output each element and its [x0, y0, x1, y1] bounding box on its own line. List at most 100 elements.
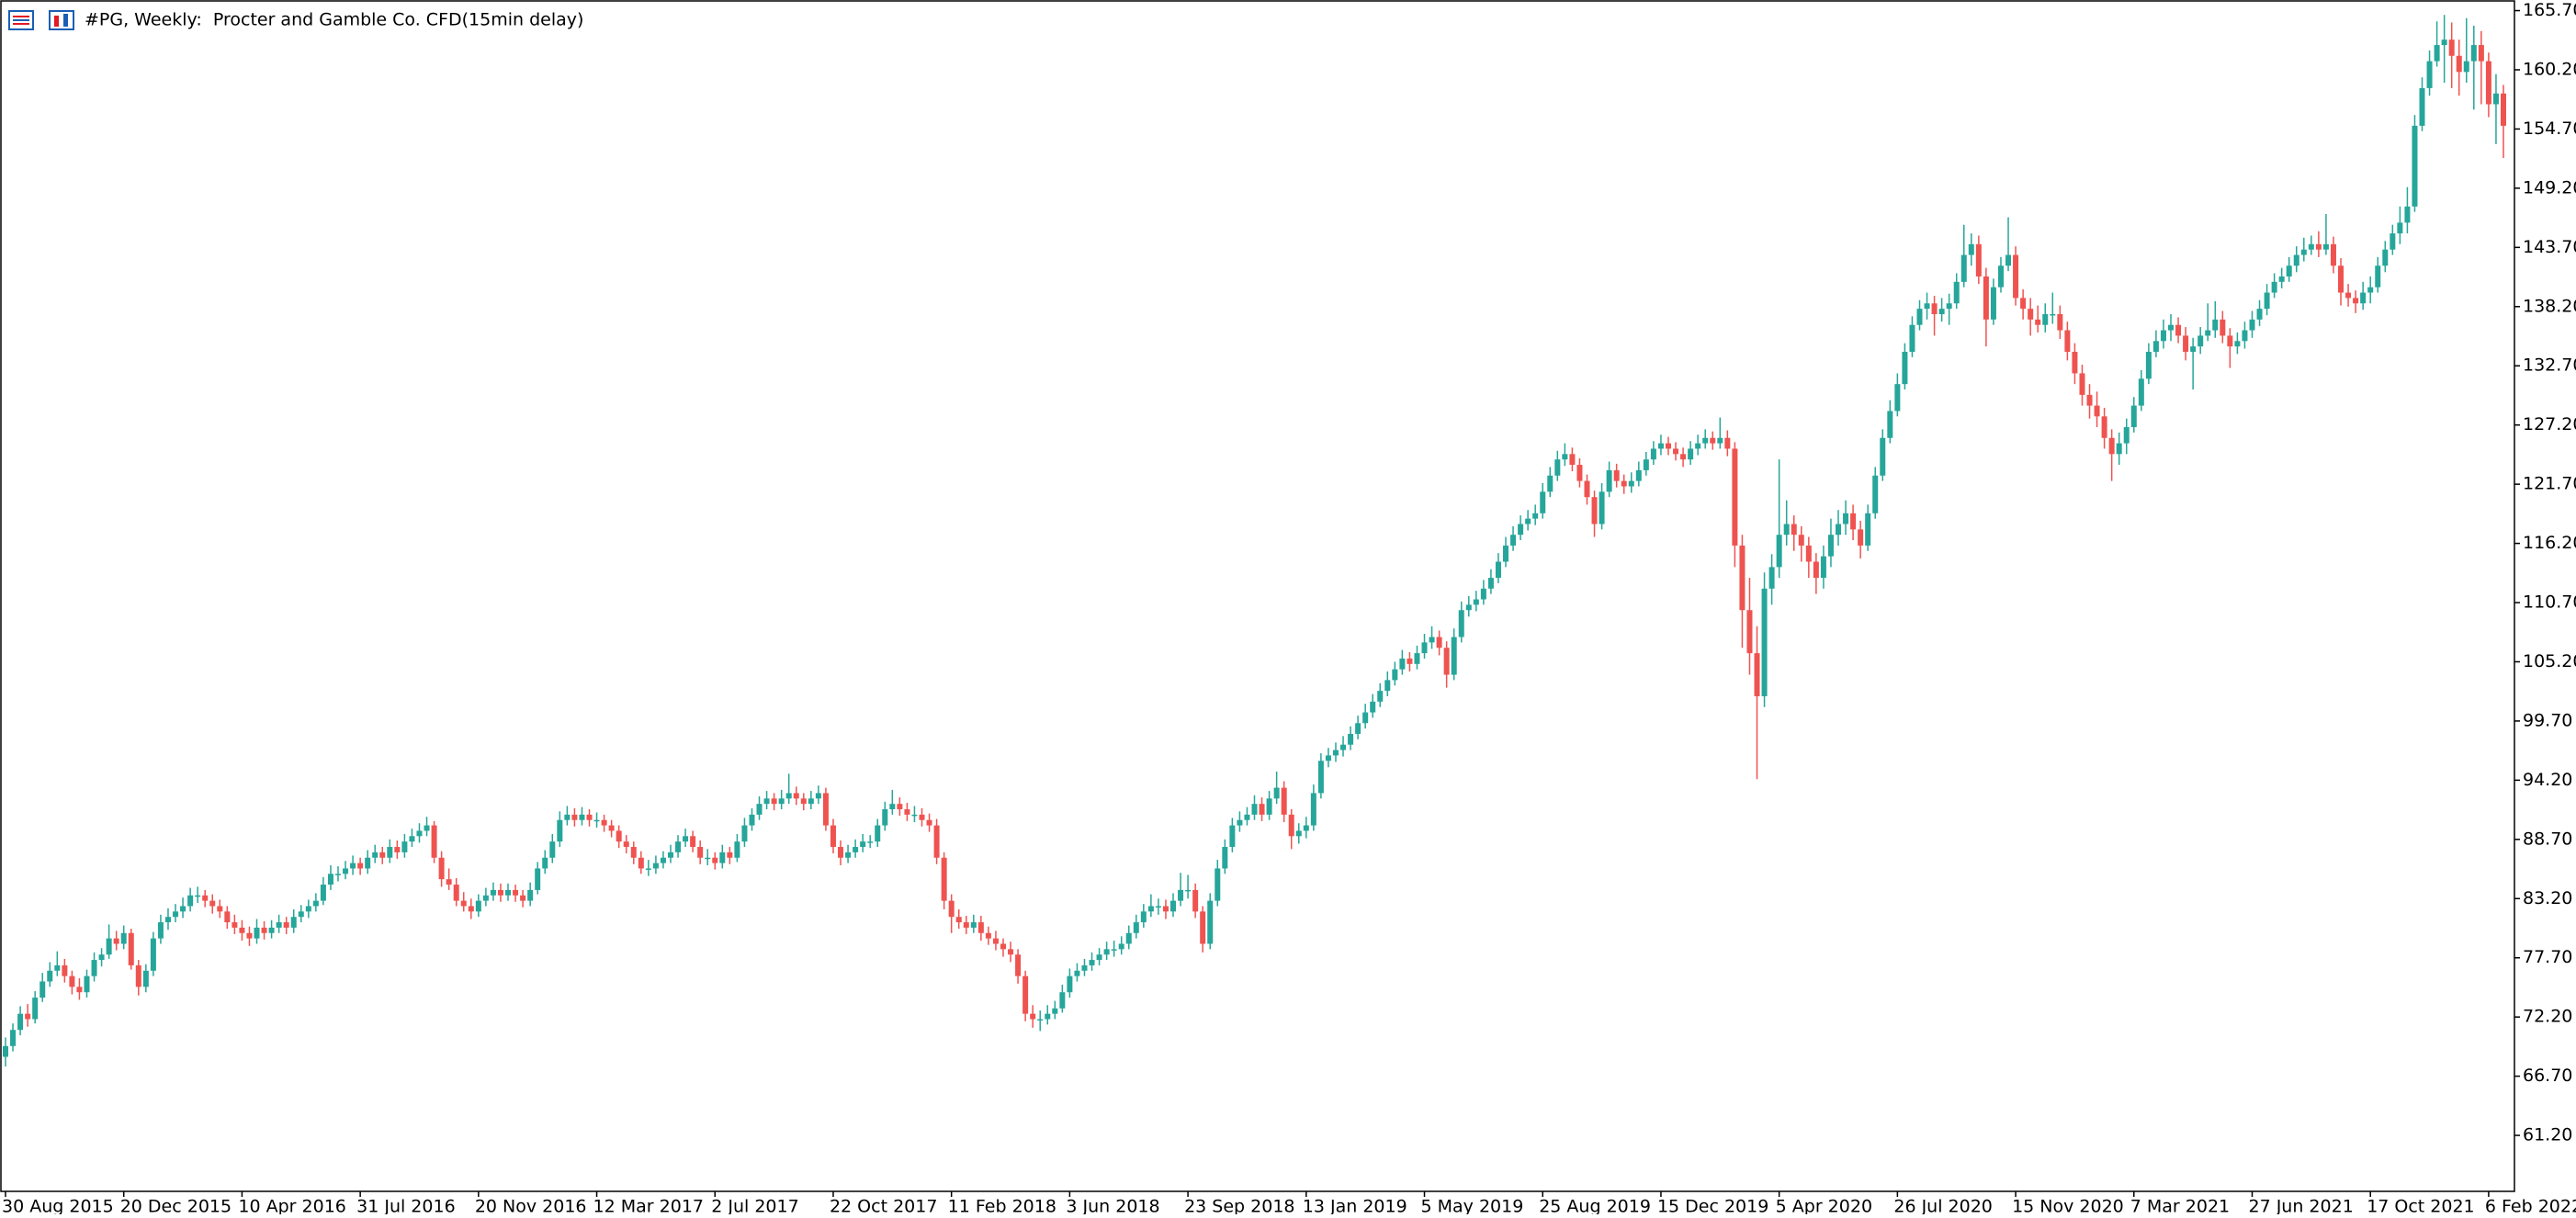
y-tick-label: 88.70 [2523, 829, 2572, 849]
x-tick-label: 31 Jul 2016 [356, 1197, 456, 1215]
x-tick-label: 27 Jun 2021 [2248, 1197, 2353, 1215]
candle-body [1295, 830, 1302, 837]
candle-body [290, 917, 297, 928]
candle-body [1451, 637, 1457, 675]
candle-body [387, 847, 393, 858]
candle-body [1732, 448, 1738, 546]
candle-body [1259, 804, 1265, 815]
y-tick-label: 77.70 [2523, 947, 2572, 967]
candle-body [712, 857, 718, 863]
candle-body [1702, 437, 1709, 444]
candle-body [187, 895, 194, 907]
candle-body [2360, 292, 2367, 304]
candle-body [1968, 243, 1974, 255]
candle-body [1754, 653, 1760, 696]
candle-body [164, 917, 171, 923]
candle-body [1178, 889, 1184, 901]
candle-body [431, 825, 437, 858]
candle-body [1015, 954, 1022, 976]
candle-body [482, 895, 489, 901]
candle-body [142, 970, 149, 987]
candle-body [1665, 443, 1671, 449]
candle-body [1783, 524, 1790, 536]
candle-body [660, 857, 666, 863]
y-tick-label: 72.20 [2523, 1007, 2572, 1027]
candle-body [2086, 394, 2093, 406]
candle-body [106, 938, 112, 955]
candle-body [2338, 265, 2344, 293]
candle-body [490, 889, 496, 896]
candle-body [1200, 911, 1206, 944]
candle-body [350, 863, 356, 869]
candle-body [1251, 804, 1258, 815]
candle-body [47, 970, 53, 982]
candle-body [771, 798, 777, 805]
candle-body [2256, 309, 2263, 320]
candle-body [1591, 497, 1598, 524]
candle-body [2198, 335, 2204, 347]
candle-body [2271, 281, 2277, 293]
candle-body [84, 976, 90, 993]
candle-body [2404, 206, 2411, 223]
candle-body [2028, 309, 2034, 320]
icon-chart[interactable] [49, 10, 74, 30]
candle-body [224, 911, 231, 923]
candle-body [2227, 335, 2233, 347]
candle-body [719, 851, 726, 863]
x-tick-label: 10 Apr 2016 [238, 1197, 345, 1215]
candle-body [1244, 814, 1250, 820]
candle-body [1465, 604, 1472, 611]
candle-body [1983, 276, 1989, 320]
candle-body [616, 830, 622, 842]
candle-body [1133, 922, 1139, 933]
candle-body [1599, 491, 1605, 524]
candle-body [1340, 744, 1347, 750]
candle-body [2382, 249, 2389, 266]
candle-body [1554, 459, 1561, 476]
candle-body [1045, 1013, 1051, 1020]
candle-body [2072, 352, 2078, 374]
candle-body [40, 981, 46, 998]
candle-body [150, 938, 156, 971]
candle-body [1089, 960, 1095, 965]
candle-body [2005, 254, 2012, 266]
y-tick-label: 132.70 [2523, 355, 2576, 376]
candle-body [882, 809, 888, 826]
candle-body [1281, 787, 1287, 815]
candle-body [571, 814, 578, 820]
candle-body [2463, 61, 2469, 73]
x-tick-label: 17 Oct 2021 [2367, 1197, 2474, 1215]
candle-body [2064, 330, 2071, 353]
x-tick-label: 5 May 2019 [1421, 1197, 1524, 1215]
y-tick-label: 160.20 [2523, 59, 2576, 79]
candle-body [875, 825, 881, 842]
candle-body [1880, 437, 1886, 476]
candle-body [2330, 243, 2336, 266]
candle-body [778, 798, 785, 805]
candle-body [1081, 964, 1088, 971]
candle-body [970, 922, 977, 928]
candle-body [763, 798, 770, 805]
candle-body [623, 841, 629, 848]
candle-body [401, 841, 408, 852]
candle-body [1273, 787, 1280, 799]
candle-body [202, 895, 209, 901]
candle-body [1798, 535, 1804, 546]
candle-body [926, 819, 932, 826]
candle-body [2501, 93, 2506, 126]
candle-body [652, 863, 659, 869]
candle-body [1052, 1008, 1058, 1014]
x-tick-label: 15 Dec 2019 [1657, 1197, 1768, 1215]
candle-body [209, 900, 216, 907]
candle-body [2020, 298, 2027, 310]
candle-body [1162, 906, 1169, 912]
candle-body [1414, 653, 1420, 664]
candle-body [1510, 535, 1517, 546]
candle-body [586, 814, 593, 820]
candle-body [1518, 524, 1524, 536]
y-tick-label: 116.20 [2523, 533, 2576, 553]
candle-body [919, 814, 925, 820]
candle-body [542, 857, 548, 869]
candle-body [2057, 313, 2063, 331]
candle-body [853, 847, 859, 852]
